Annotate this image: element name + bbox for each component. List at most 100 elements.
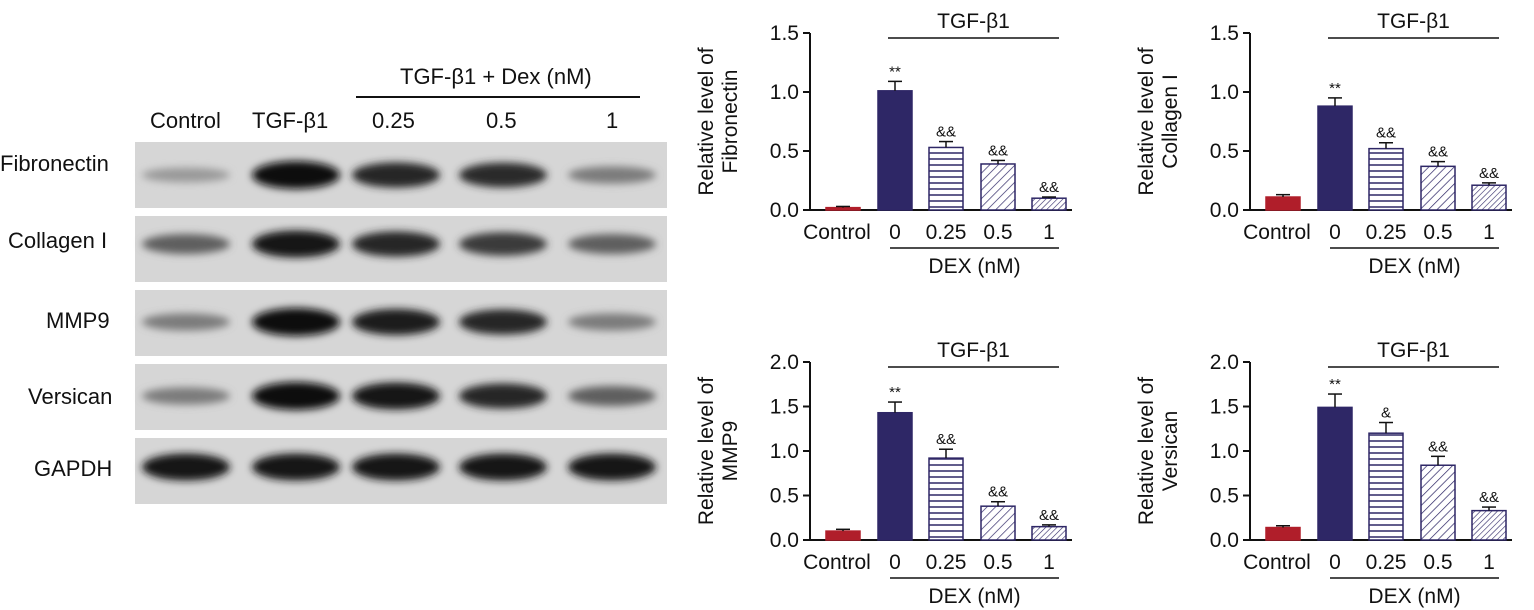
significance-mark: && [1479,489,1499,506]
bar [1031,525,1067,541]
bar [877,411,913,541]
x-tick-label: Control [1243,221,1311,244]
blot-row-label: Collagen I [8,228,108,253]
bar [1471,184,1507,211]
blot-group-line [356,96,640,98]
blot-band [142,387,230,405]
x-tick-label: 0.5 [1423,551,1452,574]
x-tick-label: 0.25 [926,221,967,244]
y-axis-label-line: Relative level of [1135,377,1158,525]
y-axis-label-line: Relative level of [1135,47,1158,195]
bar [825,530,861,541]
y-tick-label: 1.0 [770,81,799,104]
y-tick-label: 0.5 [770,140,799,163]
blot-row-label: Fibronectin [0,151,109,176]
y-axis-label: Relative level ofMMP9 [695,377,742,525]
blot-band [352,231,440,257]
significance-mark: && [1428,144,1448,161]
x-tick-label: 0 [1329,221,1341,244]
bar [1031,197,1067,211]
y-axis-label-line: Versican [1159,411,1182,492]
blot-row-label: MMP9 [46,308,110,333]
y-tick-label: 0.5 [770,485,799,508]
y-tick-label: 0.5 [1210,485,1239,508]
bar [1265,196,1301,211]
blot-band [142,313,230,331]
significance-mark: && [1039,179,1059,196]
blot-row-label: GAPDH [34,456,113,481]
x-tick-label: 1 [1043,551,1055,574]
x-tick-label: 0 [889,551,901,574]
y-tick-label: 0.0 [770,199,799,222]
significance-mark: ** [889,63,901,80]
bar [825,206,861,211]
blot-row-label: Versican [28,384,113,409]
significance-mark: && [988,484,1008,501]
x-tick-label: 0.5 [983,551,1012,574]
bar [1368,432,1404,541]
y-tick-label: 1.0 [1210,81,1239,104]
y-tick-label: 0.5 [1210,140,1239,163]
significance-mark: && [1479,165,1499,182]
x-tick-label: Control [803,551,871,574]
significance-mark: && [936,124,956,141]
dex-group-label: DEX (nM) [928,585,1020,608]
blot-band [252,161,340,189]
x-tick-label: Control [803,221,871,244]
blot-band [459,309,547,335]
significance-mark: ** [889,384,901,401]
blot-band [252,308,340,336]
bar-chart-panel: 0.0 0.5 1.0 1.5 2.0 Relative level ofVersican… [1135,339,1512,608]
bar [1471,509,1507,541]
blot-lane-label: Control [150,108,221,133]
significance-mark: ** [1329,80,1341,97]
x-tick-label: 0.25 [1366,551,1407,574]
blot-band [568,453,656,481]
blot-band [352,453,440,481]
blot-band [142,234,230,254]
x-tick-label: 0.25 [1366,221,1407,244]
blot-lane-label: 0.5 [486,108,517,133]
significance-mark: & [1381,405,1391,422]
x-tick-label: 0.5 [983,221,1012,244]
y-tick-label: 1.5 [1210,22,1239,45]
dex-group-label: DEX (nM) [928,255,1020,278]
y-tick-label: 1.5 [770,22,799,45]
y-tick-label: 1.5 [770,396,799,419]
bar [1265,526,1301,541]
y-axis-label-line: Fibronectin [719,70,742,174]
significance-mark: && [1428,438,1448,455]
y-tick-label: 1.0 [1210,440,1239,463]
blot-band [459,232,547,256]
blot-band [252,453,340,481]
y-axis-label-line: MMP9 [719,421,742,482]
dex-group-label: DEX (nM) [1368,255,1460,278]
y-axis-label-line: Relative level of [695,47,718,195]
y-tick-label: 1.0 [770,440,799,463]
y-tick-label: 0.0 [1210,529,1239,552]
bar [1317,406,1353,541]
blot-band [459,162,547,188]
treatment-label: TGF-β1 [1377,339,1450,362]
blot-lane-label: TGF-β1 [252,108,329,133]
blot-band [568,386,656,406]
blot-lane-label: 0.25 [372,108,415,133]
blot-band [352,162,440,188]
treatment-label: TGF-β1 [937,339,1010,362]
significance-mark: && [1039,507,1059,524]
blot-band [459,383,547,409]
bar-chart-panel: 0.0 0.5 1.0 1.5 Relative level ofFibronectin… [695,10,1072,278]
x-tick-label: 0.25 [926,551,967,574]
blot-band [568,234,656,254]
blot-lane-label: 1 [606,108,619,133]
blot-band [568,313,656,331]
treatment-label: TGF-β1 [1377,10,1450,33]
y-axis-label: Relative level ofCollagen I [1135,47,1182,195]
treatment-label: TGF-β1 [937,10,1010,33]
significance-mark: ** [1329,376,1341,393]
bar [1420,464,1456,541]
y-tick-label: 2.0 [1210,351,1239,374]
x-tick-label: 1 [1483,221,1495,244]
